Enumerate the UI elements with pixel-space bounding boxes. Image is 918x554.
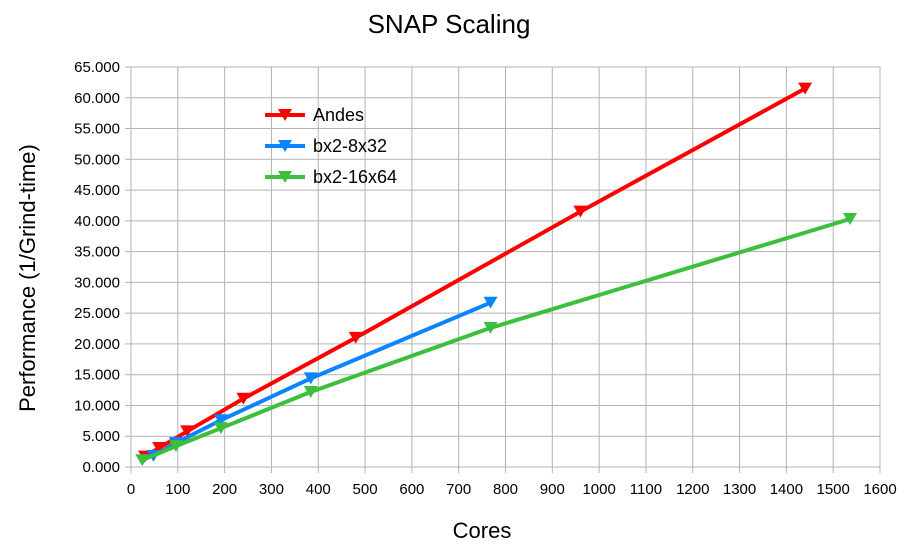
x-tick-label: 1500 (817, 481, 850, 498)
x-tick-label: 900 (540, 481, 565, 498)
y-tick-label: 35.000 (74, 244, 120, 261)
legend-label: bx2-8x32 (313, 136, 387, 156)
series-bx2-16x64 (135, 213, 858, 467)
y-tick-label: 55.000 (74, 121, 120, 138)
x-tick-label: 500 (353, 481, 378, 498)
x-axis-title: Cores (453, 518, 512, 543)
legend-item-andes: Andes (265, 105, 364, 125)
data-point-andes (573, 205, 588, 218)
y-tick-label: 10.000 (74, 397, 120, 414)
y-axis-ticks: 0.000 5.000 10.000 15.000 20.000 25.000 30.000… (74, 59, 131, 476)
y-tick-label: 0.000 (82, 459, 120, 476)
data-point-bx2-8x32 (303, 372, 318, 385)
data-point-bx2-16x64 (213, 422, 228, 435)
legend-marker (278, 140, 292, 152)
legend: Andes bx2-8x32 bx2-16x64 (265, 105, 397, 187)
x-tick-label: 1200 (676, 481, 709, 498)
legend-marker (278, 171, 292, 183)
y-tick-label: 45.000 (74, 182, 120, 199)
data-point-bx2-8x32 (483, 296, 498, 309)
data-point-andes (180, 425, 195, 438)
series-line-bx2-16x64 (141, 217, 851, 463)
data-point-andes (798, 82, 813, 95)
y-tick-label: 40.000 (74, 213, 120, 230)
y-tick-label: 30.000 (74, 274, 120, 291)
data-point-andes (236, 392, 251, 405)
data-point-bx2-16x64 (483, 321, 498, 334)
data-point-bx2-16x64 (843, 213, 858, 225)
series-group (135, 82, 858, 467)
x-tick-label: 1600 (863, 481, 896, 498)
legend-item-bx2-16x64: bx2-16x64 (265, 167, 397, 187)
y-tick-label: 20.000 (74, 336, 120, 353)
y-tick-label: 5.000 (82, 428, 120, 445)
y-tick-label: 65.000 (74, 59, 120, 76)
legend-marker (278, 109, 292, 121)
data-point-andes (152, 441, 167, 454)
x-tick-label: 400 (306, 481, 331, 498)
y-tick-label: 60.000 (74, 90, 120, 107)
legend-label: bx2-16x64 (313, 167, 397, 187)
x-tick-label: 200 (212, 481, 237, 498)
legend-item-bx2-8x32: bx2-8x32 (265, 136, 387, 156)
data-point-andes (348, 331, 363, 344)
x-tick-label: 800 (493, 481, 518, 498)
x-tick-label: 300 (259, 481, 284, 498)
data-point-bx2-8x32 (213, 414, 228, 427)
x-tick-label: 1400 (770, 481, 803, 498)
grid (130, 66, 881, 468)
x-tick-label: 100 (165, 481, 190, 498)
x-tick-label: 1100 (630, 481, 662, 498)
x-axis-ticks: 0 100 200 300 400 500 600 700 800 900 1000 1100 1200… (127, 467, 897, 498)
x-tick-label: 600 (399, 481, 424, 498)
legend-label: Andes (313, 105, 364, 125)
x-tick-label: 1000 (582, 481, 615, 498)
y-tick-label: 25.000 (74, 305, 120, 322)
x-tick-label: 700 (446, 481, 471, 498)
y-tick-label: 15.000 (74, 367, 120, 384)
data-point-bx2-16x64 (303, 385, 318, 398)
data-point-bx2-16x64 (135, 454, 150, 467)
y-tick-label: 50.000 (74, 151, 120, 168)
data-point-bx2-16x64 (168, 440, 183, 453)
y-axis-title: Performance (1/Grind-time) (15, 144, 40, 412)
x-tick-label: 0 (127, 481, 135, 498)
series-andes (138, 82, 813, 463)
x-tick-label: 1300 (723, 481, 756, 498)
chart-title: SNAP Scaling (368, 9, 531, 39)
